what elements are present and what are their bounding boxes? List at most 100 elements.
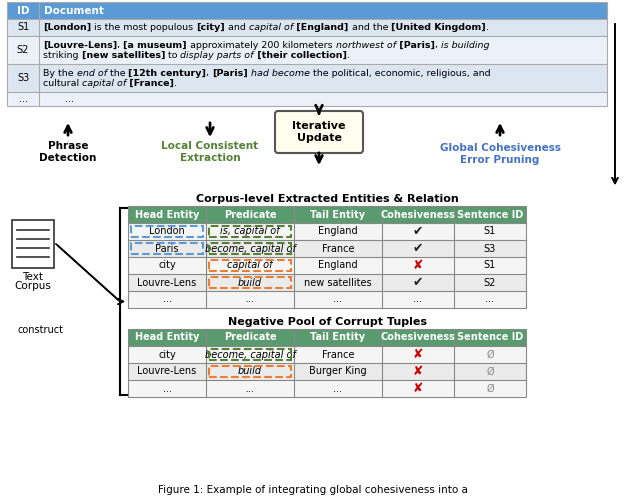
Text: ...: ... <box>245 384 255 394</box>
Text: Head Entity: Head Entity <box>135 332 199 342</box>
Text: capital of: capital of <box>82 78 126 88</box>
Text: Sentence ID: Sentence ID <box>457 210 523 220</box>
Text: ...: ... <box>163 294 172 304</box>
Text: ✔: ✔ <box>413 276 423 289</box>
Text: end of: end of <box>76 68 107 78</box>
Text: S3: S3 <box>484 244 496 254</box>
Text: become, capital of: become, capital of <box>205 350 295 360</box>
Text: .: . <box>175 78 177 88</box>
Bar <box>209 366 291 377</box>
Text: Paris: Paris <box>155 244 179 254</box>
Text: [Louvre-Lens]: [Louvre-Lens] <box>43 40 117 50</box>
Text: S1: S1 <box>484 260 496 270</box>
Text: Tail Entity: Tail Entity <box>310 332 366 342</box>
Bar <box>128 291 526 308</box>
Text: city: city <box>158 260 176 270</box>
Text: Figure 1: Example of integrating global cohesiveness into a: Figure 1: Example of integrating global … <box>158 485 468 495</box>
Text: France: France <box>322 244 354 254</box>
Text: Burger King: Burger King <box>309 366 367 376</box>
Bar <box>209 260 291 271</box>
Text: .: . <box>486 23 489 32</box>
Text: display parts of: display parts of <box>180 50 254 59</box>
Text: Phrase
Detection: Phrase Detection <box>39 141 96 163</box>
Bar <box>7 19 607 36</box>
Bar <box>128 346 526 363</box>
Text: Local Consistent
Extraction: Local Consistent Extraction <box>162 141 259 163</box>
Bar <box>131 226 203 237</box>
Bar <box>128 274 526 291</box>
Bar <box>128 206 526 223</box>
Bar <box>128 257 526 274</box>
Text: is building: is building <box>441 40 489 50</box>
Text: France: France <box>322 350 354 360</box>
Bar <box>7 64 607 92</box>
Text: England: England <box>318 260 358 270</box>
Text: [Paris]: [Paris] <box>212 68 248 78</box>
Text: capital of: capital of <box>227 260 273 270</box>
Text: S1: S1 <box>17 22 29 32</box>
Text: [city]: [city] <box>197 23 225 32</box>
Bar <box>131 243 203 254</box>
Bar <box>7 92 607 106</box>
Text: is, capital of: is, capital of <box>220 226 280 236</box>
Text: Head Entity: Head Entity <box>135 210 199 220</box>
Text: ...: ... <box>245 294 255 304</box>
Text: the: the <box>107 68 128 78</box>
Text: S2: S2 <box>484 278 496 287</box>
Bar <box>7 2 607 106</box>
Text: ...: ... <box>414 294 423 304</box>
Text: city: city <box>158 350 176 360</box>
Text: and: and <box>225 23 249 32</box>
Text: Document: Document <box>44 6 104 16</box>
Text: [a museum]: [a museum] <box>123 40 187 50</box>
Text: to: to <box>165 50 180 59</box>
Text: ID: ID <box>17 6 29 16</box>
Text: ,: , <box>117 40 123 50</box>
Text: ...: ... <box>334 294 342 304</box>
Text: ✘: ✘ <box>413 259 423 272</box>
Text: [their collection]: [their collection] <box>254 50 347 59</box>
Text: Ø: Ø <box>486 350 494 360</box>
Text: Negative Pool of Corrupt Tuples: Negative Pool of Corrupt Tuples <box>227 317 426 327</box>
Bar <box>128 363 526 380</box>
Text: ...: ... <box>163 384 172 394</box>
Text: Sentence ID: Sentence ID <box>457 332 523 342</box>
Text: Predicate: Predicate <box>223 210 276 220</box>
Text: S1: S1 <box>484 226 496 236</box>
Text: England: England <box>318 226 358 236</box>
Text: and the: and the <box>349 23 391 32</box>
Text: S3: S3 <box>17 73 29 83</box>
Text: cultural: cultural <box>43 78 82 88</box>
Text: ✘: ✘ <box>413 382 423 395</box>
Text: Corpus-level Extracted Entities & Relation: Corpus-level Extracted Entities & Relati… <box>195 194 458 204</box>
Text: capital of: capital of <box>249 23 293 32</box>
Text: the political, economic, religious, and: the political, economic, religious, and <box>310 68 491 78</box>
Text: build: build <box>238 366 262 376</box>
Text: [Paris]: [Paris] <box>396 40 434 50</box>
Text: Louvre-Lens: Louvre-Lens <box>137 366 197 376</box>
Bar <box>7 36 607 64</box>
Text: Corpus: Corpus <box>14 281 51 291</box>
Bar <box>209 277 291 288</box>
Text: [London]: [London] <box>43 23 91 32</box>
Bar <box>209 226 291 237</box>
Bar <box>128 329 526 346</box>
Text: had become: had become <box>251 68 310 78</box>
Text: Cohesiveness: Cohesiveness <box>381 332 456 342</box>
Text: ...: ... <box>19 94 28 104</box>
Bar <box>128 240 526 257</box>
Bar <box>128 223 526 240</box>
Text: Louvre-Lens: Louvre-Lens <box>137 278 197 287</box>
Text: ...: ... <box>64 94 73 104</box>
Text: [United Kingdom]: [United Kingdom] <box>391 23 486 32</box>
Bar <box>209 349 291 360</box>
Text: [England]: [England] <box>293 23 349 32</box>
FancyBboxPatch shape <box>275 111 363 153</box>
Text: ✘: ✘ <box>413 365 423 378</box>
Text: ,: , <box>434 40 441 50</box>
Text: become, capital of: become, capital of <box>205 244 295 254</box>
Text: S2: S2 <box>17 45 29 55</box>
Text: ...: ... <box>486 294 495 304</box>
Text: Ø: Ø <box>486 366 494 376</box>
Text: Global Cohesiveness
Error Pruning: Global Cohesiveness Error Pruning <box>439 143 560 165</box>
